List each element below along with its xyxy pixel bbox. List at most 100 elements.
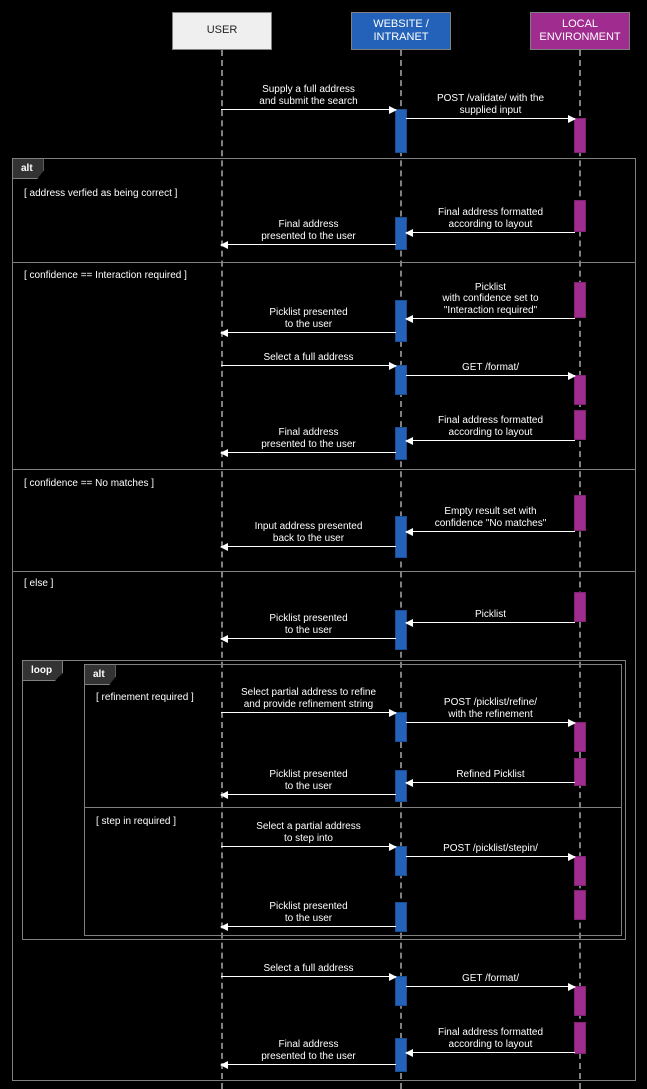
frame-divider bbox=[13, 262, 635, 263]
activation-website bbox=[395, 516, 407, 558]
arrowhead bbox=[405, 1049, 413, 1057]
message: GET /format/ bbox=[406, 986, 575, 987]
activation-website bbox=[395, 610, 407, 650]
message: Picklist presentedto the user bbox=[221, 926, 396, 927]
message: Picklist presentedto the user bbox=[221, 332, 396, 333]
message-label: Select partial address to refineand prov… bbox=[241, 687, 376, 710]
participant-website: WEBSITE /INTRANET bbox=[351, 12, 451, 50]
message-label: POST /validate/ with thesupplied input bbox=[437, 93, 544, 116]
arrowhead bbox=[220, 635, 228, 643]
message: GET /format/ bbox=[406, 375, 575, 376]
message: Final addresspresented to the user bbox=[221, 452, 396, 453]
guard: [ step in required ] bbox=[96, 816, 176, 827]
message-label: Select a partial addressto step into bbox=[256, 821, 361, 844]
arrowhead bbox=[405, 437, 413, 445]
activation-local bbox=[574, 282, 586, 318]
arrowhead bbox=[389, 362, 397, 370]
message-label: Empty result set withconfidence "No matc… bbox=[435, 506, 547, 529]
activation-local bbox=[574, 1022, 586, 1054]
arrowhead bbox=[389, 843, 397, 851]
message-label: Refined Picklist bbox=[456, 769, 524, 781]
arrowhead bbox=[220, 241, 228, 249]
frame-tag: alt bbox=[84, 664, 116, 685]
message-label: Picklist presentedto the user bbox=[269, 613, 347, 636]
activation-local bbox=[574, 592, 586, 622]
message: POST /picklist/stepin/ bbox=[406, 856, 575, 857]
activation-local bbox=[574, 200, 586, 232]
arrowhead bbox=[405, 779, 413, 787]
arrowhead bbox=[568, 983, 576, 991]
participant-user: USER bbox=[172, 12, 272, 50]
guard: [ confidence == No matches ] bbox=[24, 478, 154, 489]
message-label: Final addresspresented to the user bbox=[261, 1039, 356, 1062]
message: Final addresspresented to the user bbox=[221, 244, 396, 245]
arrowhead bbox=[220, 923, 228, 931]
arrowhead bbox=[568, 719, 576, 727]
activation-local bbox=[574, 495, 586, 531]
arrowhead bbox=[568, 115, 576, 123]
message: POST /picklist/refine/with the refinemen… bbox=[406, 722, 575, 723]
message-label: Input address presentedback to the user bbox=[255, 521, 363, 544]
arrowhead bbox=[389, 973, 397, 981]
frame-divider bbox=[13, 469, 635, 470]
message-label: POST /picklist/refine/with the refinemen… bbox=[444, 697, 537, 720]
activation-website bbox=[395, 109, 407, 153]
arrowhead bbox=[220, 449, 228, 457]
message-label: Picklistwith confidence set to"Interacti… bbox=[442, 282, 538, 317]
message: Empty result set withconfidence "No matc… bbox=[406, 531, 575, 532]
message: Picklist presentedto the user bbox=[221, 638, 396, 639]
message-label: Picklist presentedto the user bbox=[269, 307, 347, 330]
arrowhead bbox=[220, 791, 228, 799]
activation-website bbox=[395, 902, 407, 932]
arrowhead bbox=[405, 229, 413, 237]
message: Input address presentedback to the user bbox=[221, 546, 396, 547]
message-label: Select a full address bbox=[263, 963, 353, 975]
message-label: POST /picklist/stepin/ bbox=[443, 843, 538, 855]
message-label: Select a full address bbox=[263, 352, 353, 364]
arrowhead bbox=[389, 709, 397, 717]
activation-local bbox=[574, 758, 586, 786]
message: Supply a full addressand submit the sear… bbox=[221, 109, 396, 110]
message: Final addresspresented to the user bbox=[221, 1064, 396, 1065]
message-label: GET /format/ bbox=[462, 362, 519, 374]
message-label: Supply a full addressand submit the sear… bbox=[259, 84, 357, 107]
participant-website-label: WEBSITE /INTRANET bbox=[373, 18, 429, 44]
participant-user-label: USER bbox=[207, 24, 238, 37]
arrowhead bbox=[220, 543, 228, 551]
frame-divider bbox=[13, 571, 635, 572]
message: Final address formattedaccording to layo… bbox=[406, 232, 575, 233]
activation-local bbox=[574, 118, 586, 153]
message-label: Picklist presentedto the user bbox=[269, 901, 347, 924]
message-label: Picklist presentedto the user bbox=[269, 769, 347, 792]
message-label: Final address formattedaccording to layo… bbox=[438, 207, 543, 230]
activation-local bbox=[574, 410, 586, 440]
message-label: Final addresspresented to the user bbox=[261, 427, 356, 450]
message-label: Final address formattedaccording to layo… bbox=[438, 415, 543, 438]
frame-tag: loop bbox=[22, 660, 63, 681]
arrowhead bbox=[220, 1061, 228, 1069]
message: POST /validate/ with thesupplied input bbox=[406, 118, 575, 119]
guard: [ refinement required ] bbox=[96, 692, 194, 703]
arrowhead bbox=[568, 372, 576, 380]
arrowhead bbox=[568, 853, 576, 861]
frame-tag: alt bbox=[12, 158, 44, 179]
message: Select partial address to refineand prov… bbox=[221, 712, 396, 713]
message: Select a full address bbox=[221, 365, 396, 366]
message: Picklist presentedto the user bbox=[221, 794, 396, 795]
guard: [ address verfied as being correct ] bbox=[24, 188, 177, 199]
participant-local-label: LOCALENVIRONMENT bbox=[539, 18, 620, 44]
message: Final address formattedaccording to layo… bbox=[406, 1052, 575, 1053]
arrowhead bbox=[389, 106, 397, 114]
guard: [ else ] bbox=[24, 578, 53, 589]
frame-divider bbox=[85, 807, 621, 808]
message: Final address formattedaccording to layo… bbox=[406, 440, 575, 441]
message: Refined Picklist bbox=[406, 782, 575, 783]
guard: [ confidence == Interaction required ] bbox=[24, 270, 187, 281]
activation-local bbox=[574, 890, 586, 920]
arrowhead bbox=[220, 329, 228, 337]
message: Select a full address bbox=[221, 976, 396, 977]
message-label: GET /format/ bbox=[462, 973, 519, 985]
message: Picklistwith confidence set to"Interacti… bbox=[406, 318, 575, 319]
participant-local: LOCALENVIRONMENT bbox=[530, 12, 630, 50]
message: Picklist bbox=[406, 622, 575, 623]
